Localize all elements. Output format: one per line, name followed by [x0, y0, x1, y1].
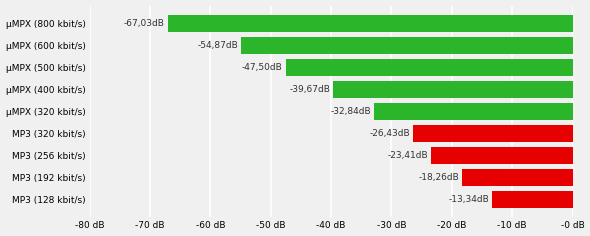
Bar: [492, 190, 572, 208]
Bar: [463, 169, 572, 186]
Text: -23,41dB: -23,41dB: [388, 151, 428, 160]
Text: -13,34dB: -13,34dB: [448, 195, 489, 204]
Bar: [431, 147, 572, 164]
Text: -32,84dB: -32,84dB: [330, 107, 371, 116]
Bar: [374, 103, 572, 120]
Bar: [241, 37, 572, 54]
Bar: [286, 59, 572, 76]
Text: -26,43dB: -26,43dB: [369, 129, 410, 138]
Text: -67,03dB: -67,03dB: [124, 19, 165, 28]
Text: -18,26dB: -18,26dB: [418, 173, 459, 182]
Bar: [413, 125, 572, 142]
Bar: [333, 81, 572, 98]
Text: -54,87dB: -54,87dB: [198, 41, 238, 50]
Bar: [168, 15, 572, 32]
Text: -39,67dB: -39,67dB: [289, 85, 330, 94]
Text: -47,50dB: -47,50dB: [242, 63, 283, 72]
